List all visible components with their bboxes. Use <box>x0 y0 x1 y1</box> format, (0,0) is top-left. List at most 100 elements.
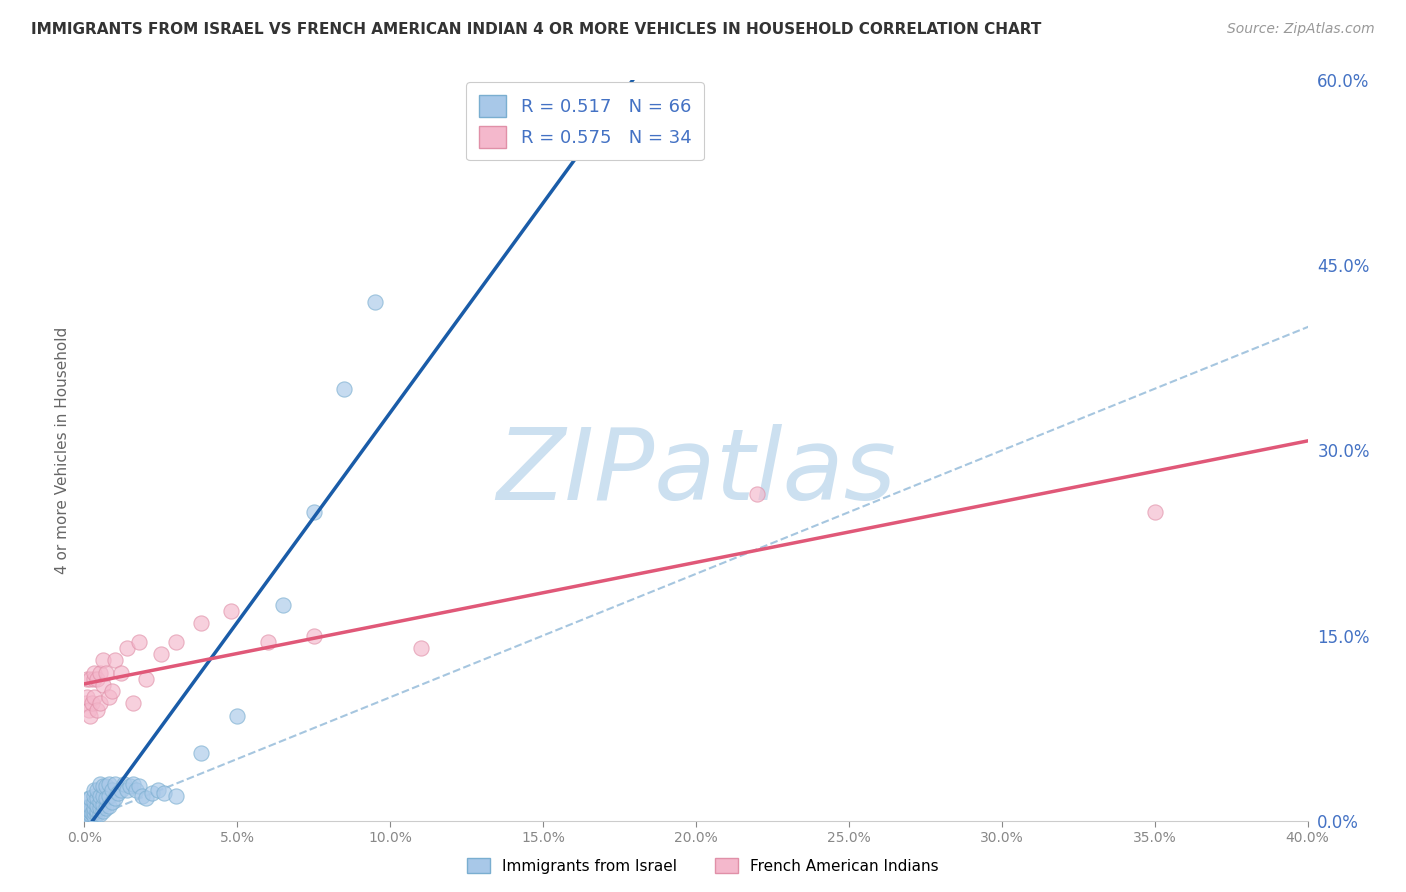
Point <box>83 690 105 705</box>
Text: Source: ZipAtlas.com: Source: ZipAtlas.com <box>1227 22 1375 37</box>
Point <box>86 782 108 797</box>
Point <box>97 776 120 791</box>
Point <box>83 665 105 680</box>
Point <box>257 634 280 648</box>
Point <box>149 647 172 661</box>
Point <box>75 807 97 822</box>
Point <box>107 787 129 801</box>
Point <box>94 665 117 680</box>
Point <box>77 703 100 717</box>
Legend: Immigrants from Israel, French American Indians: Immigrants from Israel, French American … <box>461 852 945 880</box>
Point <box>101 782 124 797</box>
Point <box>112 776 135 791</box>
Point <box>409 640 432 655</box>
Point <box>128 634 150 648</box>
Point <box>89 776 111 791</box>
Point <box>302 628 325 642</box>
Point <box>97 789 120 803</box>
Point <box>97 690 120 705</box>
Point <box>83 789 105 803</box>
Point <box>75 697 97 711</box>
Point <box>153 787 176 801</box>
Point <box>86 791 108 805</box>
Point <box>131 789 153 803</box>
Point <box>76 804 98 818</box>
Y-axis label: 4 or more Vehicles in Household: 4 or more Vehicles in Household <box>55 326 70 574</box>
Point <box>91 797 114 812</box>
Point <box>79 804 101 818</box>
Point <box>115 782 138 797</box>
Point <box>91 789 114 803</box>
Point <box>89 665 111 680</box>
Point <box>89 789 111 803</box>
Point <box>77 807 100 822</box>
Point <box>80 806 103 821</box>
Point <box>76 810 98 824</box>
Point <box>1143 505 1166 519</box>
Point <box>226 708 249 723</box>
Point <box>91 779 114 793</box>
Point <box>101 795 124 809</box>
Point <box>101 684 124 698</box>
Point <box>333 382 356 396</box>
Point <box>76 690 98 705</box>
Point <box>89 697 111 711</box>
Point <box>86 807 108 822</box>
Point <box>128 779 150 793</box>
Point <box>122 697 145 711</box>
Point <box>165 789 187 803</box>
Text: ZIPatlas: ZIPatlas <box>496 425 896 521</box>
Point <box>83 805 105 819</box>
Point <box>135 791 157 805</box>
Point <box>190 616 212 631</box>
Point <box>83 801 105 815</box>
Point <box>91 653 114 667</box>
Point <box>364 295 387 310</box>
Point <box>77 798 100 813</box>
Point <box>125 782 148 797</box>
Point <box>110 665 132 680</box>
Point <box>190 746 212 760</box>
Point <box>89 801 111 815</box>
Text: IMMIGRANTS FROM ISRAEL VS FRENCH AMERICAN INDIAN 4 OR MORE VEHICLES IN HOUSEHOLD: IMMIGRANTS FROM ISRAEL VS FRENCH AMERICA… <box>31 22 1042 37</box>
Point <box>83 672 105 686</box>
Point <box>135 672 157 686</box>
Point <box>83 795 105 809</box>
Point <box>165 634 187 648</box>
Point <box>86 804 108 818</box>
Point <box>76 806 98 821</box>
Point <box>104 791 127 805</box>
Point <box>79 810 101 824</box>
Point <box>94 791 117 805</box>
Legend: R = 0.517   N = 66, R = 0.575   N = 34: R = 0.517 N = 66, R = 0.575 N = 34 <box>467 82 704 161</box>
Point <box>115 640 138 655</box>
Point <box>141 787 163 801</box>
Point <box>91 804 114 818</box>
Point <box>271 598 294 612</box>
Point <box>104 653 127 667</box>
Point <box>104 776 127 791</box>
Point <box>80 697 103 711</box>
Point <box>79 798 101 813</box>
Point <box>120 779 142 793</box>
Point <box>89 807 111 822</box>
Point <box>94 779 117 793</box>
Point <box>219 604 242 618</box>
Point <box>97 798 120 813</box>
Point <box>86 703 108 717</box>
Point <box>122 776 145 791</box>
Point <box>77 808 100 822</box>
Point <box>83 808 105 822</box>
Point <box>79 708 101 723</box>
Point <box>747 486 769 500</box>
Point <box>94 801 117 815</box>
Point <box>79 672 101 686</box>
Point <box>83 782 105 797</box>
Point <box>76 801 98 815</box>
Point <box>110 782 132 797</box>
Point <box>86 672 108 686</box>
Point <box>79 807 101 822</box>
Point <box>89 795 111 809</box>
Point <box>91 678 114 692</box>
Point <box>79 791 101 805</box>
